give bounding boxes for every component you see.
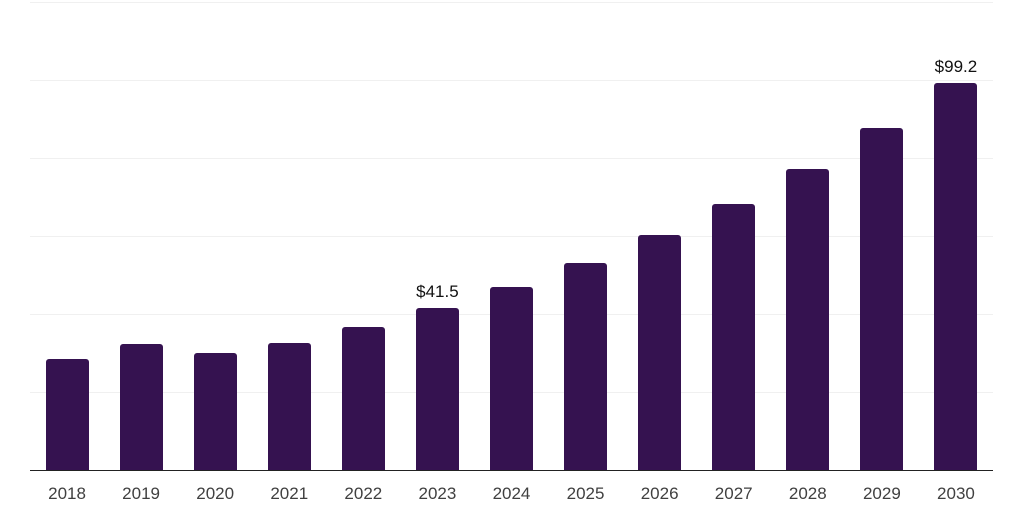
bar-2030 [934, 83, 978, 470]
x-tick-label-2019: 2019 [122, 484, 160, 503]
bar-2021 [267, 342, 311, 470]
x-tick-label-2024: 2024 [492, 484, 531, 503]
bar-2029 [860, 128, 904, 470]
x-tick-label-2021: 2021 [270, 484, 309, 503]
x-tick-label-2018: 2018 [48, 484, 86, 503]
x-axis-line [30, 469, 993, 471]
plot-area: $41.5 $99.2 [30, 2, 993, 471]
x-tick-label-2025: 2025 [566, 484, 605, 503]
gridline-y-120 [30, 2, 993, 3]
bar-2023 [415, 308, 459, 470]
gridline-y-80 [30, 158, 993, 159]
bar-2018 [45, 359, 89, 470]
bar-2024 [490, 286, 533, 470]
x-tick-label-2023: 2023 [418, 484, 457, 503]
x-tick-label-2029: 2029 [862, 484, 901, 503]
data-label-2030: $99.2 [934, 57, 978, 77]
gridline-y-60 [30, 236, 993, 237]
gridline-y-100 [30, 80, 993, 81]
bar-2019 [119, 343, 163, 470]
data-label-2023: $41.5 [416, 282, 459, 302]
x-tick-label-2027: 2027 [714, 484, 753, 503]
x-tick-label-2030: 2030 [937, 484, 975, 503]
bar-2022 [341, 326, 385, 470]
x-tick-label-2026: 2026 [640, 484, 679, 503]
bar-2025 [564, 262, 608, 470]
x-tick-label-2022: 2022 [344, 484, 383, 503]
x-tick-label-2020: 2020 [196, 484, 235, 503]
bar-2027 [712, 203, 756, 470]
bar-2028 [786, 168, 830, 470]
bar-2026 [638, 234, 682, 470]
bar-2020 [193, 353, 237, 470]
x-tick-label-2028: 2028 [788, 484, 827, 503]
